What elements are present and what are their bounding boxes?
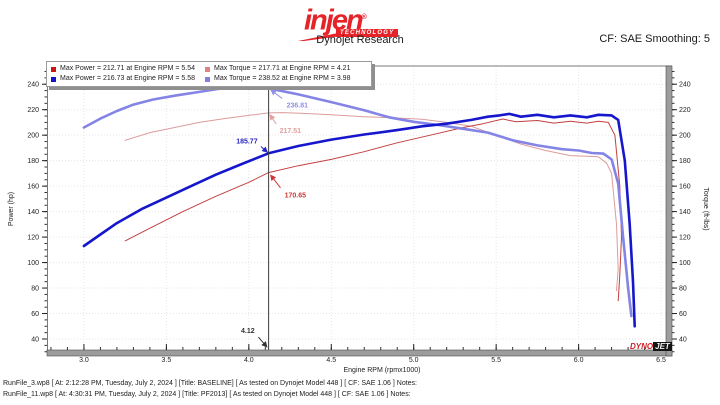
y-tick-label-left: 240	[27, 82, 39, 89]
annotations: 236.81 217.51 185.77 170.65 4.12	[236, 89, 309, 348]
legend-label: Max Torque = 238.52 at Engine RPM = 3.98	[214, 75, 351, 82]
legend-swatch-icon	[51, 66, 56, 72]
run-info-line-2: RunFile_11.wp8 [ At: 4:30:31 PM, Tuesday…	[3, 391, 411, 398]
x-tick-label: 4.5	[326, 357, 336, 364]
y-tick-label-left: 140	[27, 209, 39, 216]
smoothing-setting[interactable]: CF: SAE Smoothing: 5	[599, 33, 710, 45]
x-tick-label: 4.0	[244, 357, 254, 364]
curve-power-pf2013	[82, 112, 637, 328]
annotation-value: 4.12	[241, 328, 255, 335]
legend-item: Max Power = 212.71 at Engine RPM = 5.54	[51, 64, 205, 74]
legend-swatch-icon	[205, 66, 210, 72]
legend-label: Max Power = 212.71 at Engine RPM = 5.54	[60, 65, 196, 72]
annotation-arrow	[260, 146, 269, 153]
y-tick-label-left: 60	[31, 311, 39, 318]
annotation-arrow	[270, 89, 283, 99]
legend-swatch-icon	[51, 76, 56, 82]
x-tick-label: 6.5	[656, 357, 666, 364]
logo-technology-bar: TECHNOLOGY	[336, 29, 399, 37]
plot-area[interactable]	[47, 66, 666, 352]
annotation-arrow	[270, 174, 281, 189]
run-info-line-1: RunFile_3.wp8 [ At: 2:12:28 PM, Tuesday,…	[3, 380, 417, 387]
y-tick-label-right: 220	[679, 107, 691, 114]
series-curves	[82, 84, 637, 328]
y-tick-label-right: 140	[679, 209, 691, 216]
legend-item: Max Power = 216.73 at Engine RPM = 5.58	[51, 74, 205, 84]
y-axis-title-left: Power (hp)	[8, 192, 15, 226]
y-tick-label-left: 40	[31, 337, 39, 344]
y-tick-label-right: 60	[679, 311, 687, 318]
x-tick-label: 5.5	[491, 357, 501, 364]
annotation-arrow	[258, 336, 268, 348]
curve-torque-baseline	[124, 112, 619, 292]
annotation-value: 217.51	[280, 128, 302, 135]
annotation-value: 185.77	[236, 138, 258, 145]
y-tick-label-right: 200	[679, 133, 691, 140]
annotation-value: 236.81	[287, 102, 309, 109]
y-tick-label-right: 40	[679, 337, 687, 344]
y-tick-label-right: 100	[679, 260, 691, 267]
dynojet-logo: DYNO JET	[630, 342, 672, 351]
y-tick-label-right: 160	[679, 184, 691, 191]
page-title: Dynojet Research	[316, 34, 404, 46]
y-tick-label-left: 180	[27, 158, 39, 165]
legend-swatch-icon	[205, 76, 210, 82]
annotation-value: 170.65	[285, 193, 307, 200]
axis-labels: 3.0 3.5 4.0 4.5 5.0 5.5 6.0 6.5 40 40 60 60 80 80 100 1…	[8, 82, 709, 374]
legend: Max Power = 212.71 at Engine RPM = 5.54 M…	[46, 61, 372, 87]
y-tick-label-right: 240	[679, 82, 691, 89]
y-tick-label-left: 200	[27, 133, 39, 140]
y-tick-label-right: 80	[679, 286, 687, 293]
y-tick-label-left: 100	[27, 260, 39, 267]
legend-item: Max Torque = 217.71 at Engine RPM = 4.21	[205, 64, 367, 74]
registered-mark: ®	[361, 14, 367, 21]
x-tick-label: 3.0	[79, 357, 89, 364]
legend-label: Max Power = 216.73 at Engine RPM = 5.58	[60, 75, 196, 82]
legend-label: Max Torque = 217.71 at Engine RPM = 4.21	[214, 65, 351, 72]
y-tick-label-right: 120	[679, 235, 691, 242]
legend-item: Max Torque = 238.52 at Engine RPM = 3.98	[205, 74, 367, 84]
y-tick-label-left: 220	[27, 107, 39, 114]
x-tick-label: 3.5	[162, 357, 172, 364]
annotation-arrow	[269, 113, 277, 125]
y-tick-label-left: 160	[27, 184, 39, 191]
y-tick-label-right: 180	[679, 158, 691, 165]
injen-logo: injen® TECHNOLOGY	[298, 4, 416, 46]
x-tick-label: 5.0	[409, 357, 419, 364]
y-tick-label-left: 120	[27, 235, 39, 242]
x-axis-title: Engine RPM (rpmx1000)	[343, 367, 420, 374]
x-tick-label: 6.0	[574, 357, 584, 364]
y-tick-label-left: 80	[31, 286, 39, 293]
curve-torque-pf2013	[82, 84, 633, 318]
curve-power-baseline	[124, 118, 622, 302]
y-axis-title-right: Torque (ft-lbs)	[702, 187, 709, 230]
